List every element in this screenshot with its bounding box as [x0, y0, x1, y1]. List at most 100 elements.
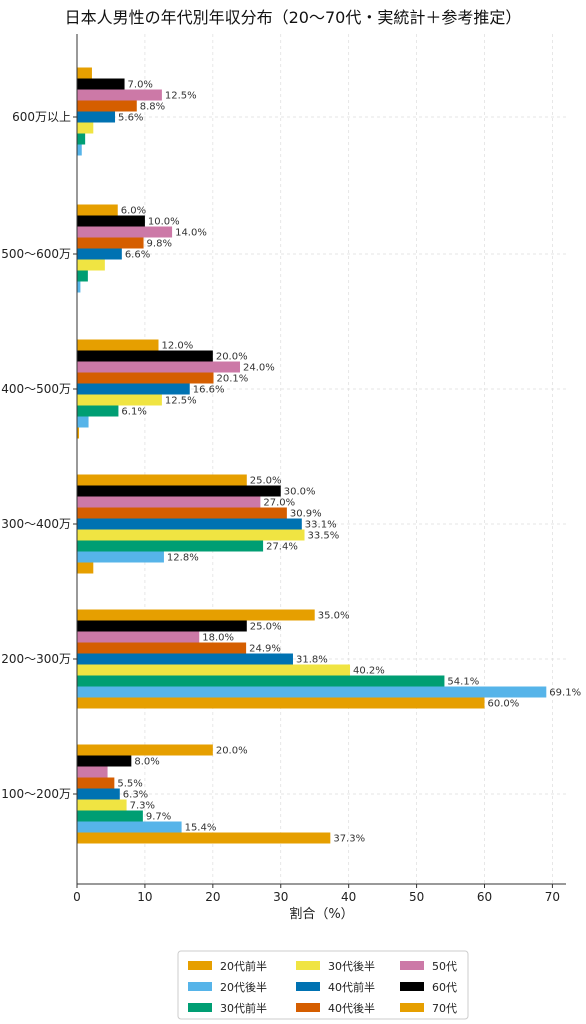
bar: [77, 766, 108, 778]
bar: [77, 744, 213, 756]
bar-value-label: 18.0%: [202, 633, 234, 644]
legend-swatch: [296, 982, 320, 991]
bar: [77, 372, 214, 384]
bar: [77, 474, 247, 486]
bar-value-label: 20.0%: [216, 746, 248, 757]
legend-swatch: [400, 961, 424, 970]
bar-value-label: 6.6%: [125, 250, 150, 261]
bar-value-label: 30.0%: [284, 487, 316, 498]
bar-value-label: 8.8%: [140, 102, 165, 113]
bar: [77, 832, 331, 844]
bar: [77, 416, 89, 428]
bar-value-label: 7.0%: [128, 80, 153, 91]
bar-value-label: 20.0%: [216, 352, 248, 363]
bar: [77, 100, 137, 112]
bar-value-label: 31.8%: [296, 655, 328, 666]
y-tick-label: 600万以上: [12, 110, 71, 124]
bar-value-label: 6.1%: [121, 407, 146, 418]
legend-swatch: [296, 1003, 320, 1012]
x-tick-label: 60: [477, 890, 492, 904]
bar: [77, 642, 247, 654]
legend-label: 40代後半: [328, 1001, 375, 1015]
bar-value-label: 8.0%: [134, 757, 159, 768]
bar: [77, 485, 281, 497]
bar: [77, 89, 162, 101]
legend: 20代前半 20代後半 30代前半 30代後半 40代前半 40代後半 50代 60代 70代: [177, 950, 469, 1020]
legend-swatch: [188, 1003, 212, 1012]
bar: [77, 821, 182, 833]
bar-value-label: 33.1%: [305, 520, 337, 531]
x-axis-title: 割合（%）: [289, 906, 353, 922]
x-tick-label: 10: [137, 890, 152, 904]
bar-value-label: 14.0%: [175, 228, 207, 239]
bar: [77, 507, 287, 519]
bar: [77, 755, 132, 767]
bar: [77, 270, 88, 282]
bar-value-label: 24.9%: [249, 644, 281, 655]
bar: [77, 631, 200, 643]
bar: [77, 777, 115, 789]
bar: [77, 237, 144, 249]
legend-swatch: [188, 961, 212, 970]
y-tick-label: 200〜300万: [1, 652, 71, 666]
bar-value-label: 16.6%: [193, 385, 225, 396]
legend-label: 70代: [432, 1002, 457, 1015]
legend-swatch: [188, 982, 212, 991]
legend-frame: [177, 950, 469, 1020]
bar: [77, 697, 485, 709]
bar: [77, 383, 190, 395]
bar: [77, 78, 125, 90]
legend-swatch: [400, 982, 424, 991]
bar-value-label: 12.8%: [167, 553, 199, 564]
bar: [77, 810, 143, 822]
bar: [77, 529, 305, 541]
bar: [77, 350, 213, 362]
bar: [77, 427, 80, 439]
bar-value-label: 9.8%: [147, 239, 172, 250]
bar: [77, 675, 445, 687]
bar-value-label: 27.0%: [263, 498, 295, 509]
bar-value-label: 20.1%: [217, 374, 249, 385]
bar-value-label: 30.9%: [290, 509, 322, 520]
bar: [77, 496, 261, 508]
bar-value-label: 54.1%: [447, 677, 479, 688]
x-tick-label: 40: [341, 890, 356, 904]
bar: [77, 215, 145, 227]
bar: [77, 686, 547, 698]
bar-value-label: 27.4%: [266, 542, 298, 553]
x-tick-label: 70: [545, 890, 560, 904]
bar: [77, 67, 92, 79]
y-tick-label: 100〜200万: [1, 787, 71, 801]
bar-value-label: 33.5%: [308, 531, 340, 542]
bar: [77, 122, 94, 134]
y-tick-label: 500〜600万: [1, 247, 71, 261]
bar-value-label: 60.0%: [488, 699, 520, 710]
bar-value-label: 25.0%: [250, 622, 282, 633]
x-tick-label: 30: [273, 890, 288, 904]
legend-label: 30代前半: [220, 1001, 267, 1015]
bar-value-label: 12.5%: [165, 91, 197, 102]
bar: [77, 405, 119, 417]
legend-label: 30代後半: [328, 959, 375, 973]
x-tick-label: 20: [205, 890, 220, 904]
bar-value-label: 6.0%: [121, 206, 146, 217]
bar-value-label: 69.1%: [549, 688, 581, 699]
bar: [77, 664, 351, 676]
bar-value-label: 37.3%: [333, 834, 365, 845]
bar-value-label: 15.4%: [185, 823, 217, 834]
bar: [77, 226, 173, 238]
bar-value-label: 25.0%: [250, 476, 282, 487]
bar-layer: 37.3% 15.4% 9.7%7.3%6.3%5.5% 8.0% 20.0% 60.0%…: [77, 67, 581, 845]
bar: [77, 133, 86, 145]
legend-label: 40代前半: [328, 980, 375, 994]
bar-value-label: 9.7%: [146, 812, 171, 823]
x-tick-label: 0: [73, 890, 81, 904]
bar-value-label: 12.5%: [165, 396, 197, 407]
bar: [77, 204, 118, 216]
legend-swatch: [400, 1003, 424, 1012]
bar-value-label: 5.6%: [118, 113, 143, 124]
bar-value-label: 7.3%: [130, 801, 155, 812]
bar-value-label: 40.2%: [353, 666, 385, 677]
bar: [77, 653, 293, 665]
